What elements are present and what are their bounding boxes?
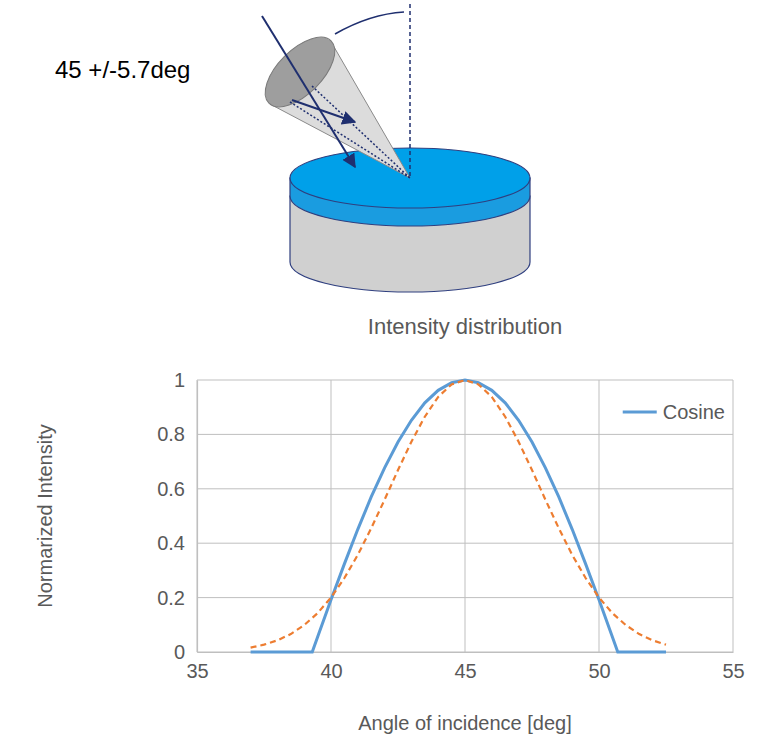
- tick: 0.8: [157, 423, 197, 445]
- normal-line: [409, 4, 411, 178]
- legend: Cosine: [617, 395, 731, 429]
- tick-label: 0.8: [157, 423, 185, 445]
- series-line: [251, 380, 666, 648]
- grid-line-x: [197, 380, 198, 652]
- diagram: 45 +/-5.7deg: [55, 4, 530, 292]
- tick-label: 35: [186, 660, 208, 682]
- plot-lines: [251, 380, 666, 652]
- chart-title: Intensity distribution: [368, 314, 562, 339]
- angle-arc: [335, 12, 404, 34]
- series-line: [251, 380, 666, 652]
- arrow: [292, 100, 355, 122]
- grid-line-x: [599, 380, 600, 652]
- legend-swatch: [623, 411, 657, 414]
- x-axis-title: Angle of incidence [deg]: [358, 712, 572, 734]
- y-axis: 0 0.2 0.4 0.6 0.8 1: [157, 369, 197, 663]
- tick-label: 0: [174, 641, 185, 663]
- ray-dotted: [312, 86, 410, 178]
- tick-label: 45: [454, 660, 476, 682]
- tick: 50: [588, 652, 610, 682]
- tick: 35: [186, 652, 208, 682]
- tick: 0.6: [157, 478, 197, 500]
- legend-bg: [617, 395, 731, 429]
- tick: 1: [174, 369, 197, 391]
- tick-label: 1: [174, 369, 185, 391]
- tick-label: 0.4: [157, 532, 185, 554]
- tick: 0.4: [157, 532, 197, 554]
- arrow: [262, 16, 355, 167]
- ray-dotted: [290, 102, 410, 178]
- axis-line: [197, 381, 198, 653]
- x-axis: 35 40 45 50 55: [186, 652, 744, 682]
- tick: 55: [722, 652, 744, 682]
- tick: 40: [320, 652, 342, 682]
- tick: 0: [174, 641, 197, 663]
- tick-label: 50: [588, 660, 610, 682]
- grid-line-x: [331, 380, 332, 652]
- tick-label: 55: [722, 660, 744, 682]
- tick-label: 0.2: [157, 587, 185, 609]
- y-axis-title: Normarized Intensity: [34, 424, 56, 607]
- tick: 0.2: [157, 587, 197, 609]
- grid-line-x: [733, 380, 734, 652]
- tick: 45: [454, 652, 476, 682]
- grid: [197, 380, 733, 652]
- tick-label: 0.6: [157, 478, 185, 500]
- diagram-label: 45 +/-5.7deg: [55, 56, 190, 83]
- legend-label: Cosine: [663, 401, 725, 423]
- canvas: 45 +/-5.7deg Intensity distribution 35 40 45…: [0, 0, 782, 751]
- tick-label: 40: [320, 660, 342, 682]
- cone-base: [253, 25, 346, 118]
- grid-line-x: [465, 380, 466, 652]
